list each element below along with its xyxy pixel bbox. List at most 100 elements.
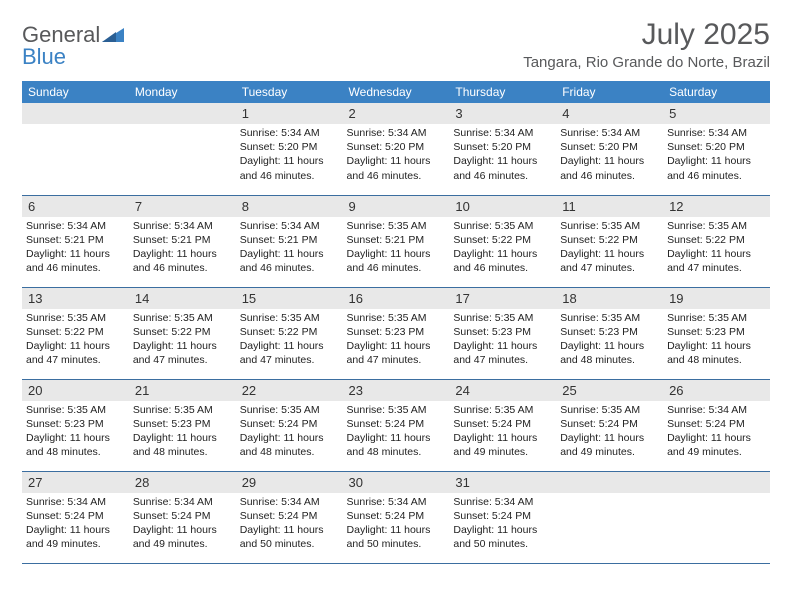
day-detail-line: Sunset: 5:20 PM (240, 140, 339, 154)
day-number: 31 (449, 472, 556, 493)
day-details: Sunrise: 5:34 AMSunset: 5:20 PMDaylight:… (236, 124, 343, 187)
day-number: 5 (663, 103, 770, 124)
day-detail-line: Daylight: 11 hours and 49 minutes. (26, 523, 125, 551)
day-number: 2 (343, 103, 450, 124)
day-detail-line: Sunrise: 5:35 AM (347, 219, 446, 233)
day-details: Sunrise: 5:35 AMSunset: 5:23 PMDaylight:… (129, 401, 236, 464)
day-details: Sunrise: 5:35 AMSunset: 5:22 PMDaylight:… (22, 309, 129, 372)
header: General Blue July 2025 Tangara, Rio Gran… (22, 18, 770, 77)
calendar-day-cell: 23Sunrise: 5:35 AMSunset: 5:24 PMDayligh… (343, 379, 450, 471)
day-number: 8 (236, 196, 343, 217)
calendar-day-cell: 25Sunrise: 5:35 AMSunset: 5:24 PMDayligh… (556, 379, 663, 471)
calendar-body: 1Sunrise: 5:34 AMSunset: 5:20 PMDaylight… (22, 103, 770, 563)
day-number: 23 (343, 380, 450, 401)
day-number: 10 (449, 196, 556, 217)
day-detail-line: Sunset: 5:23 PM (26, 417, 125, 431)
day-number: 25 (556, 380, 663, 401)
day-details: Sunrise: 5:35 AMSunset: 5:24 PMDaylight:… (556, 401, 663, 464)
day-number: 21 (129, 380, 236, 401)
calendar-day-cell: 24 Sunrise: 5:35 AMSunset: 5:24 PMDayligh… (449, 379, 556, 471)
day-number: 3 (449, 103, 556, 124)
calendar-day-cell: 29Sunrise: 5:34 AMSunset: 5:24 PMDayligh… (236, 471, 343, 563)
day-details: Sunrise: 5:35 AMSunset: 5:22 PMDaylight:… (129, 309, 236, 372)
day-number: 11 (556, 196, 663, 217)
day-detail-line: Sunset: 5:23 PM (667, 325, 766, 339)
calendar-day-cell: 2Sunrise: 5:34 AMSunset: 5:20 PMDaylight… (343, 103, 450, 195)
day-details (129, 124, 236, 130)
day-detail-line: Daylight: 11 hours and 48 minutes. (240, 431, 339, 459)
day-detail-line: Sunrise: 5:34 AM (667, 403, 766, 417)
day-detail-line: Daylight: 11 hours and 48 minutes. (26, 431, 125, 459)
day-details: Sunrise: 5:35 AMSunset: 5:23 PMDaylight:… (663, 309, 770, 372)
day-detail-line: Daylight: 11 hours and 46 minutes. (453, 154, 552, 182)
calendar-week-row: 1Sunrise: 5:34 AMSunset: 5:20 PMDaylight… (22, 103, 770, 195)
day-detail-line: Sunset: 5:24 PM (453, 417, 552, 431)
day-details (663, 493, 770, 499)
day-number: 18 (556, 288, 663, 309)
calendar-day-cell: 6Sunrise: 5:34 AMSunset: 5:21 PMDaylight… (22, 195, 129, 287)
day-detail-line: Sunrise: 5:35 AM (133, 403, 232, 417)
day-detail-line: Sunset: 5:20 PM (453, 140, 552, 154)
day-details (22, 124, 129, 130)
calendar-day-cell: 1Sunrise: 5:34 AMSunset: 5:20 PMDaylight… (236, 103, 343, 195)
day-detail-line: Sunrise: 5:35 AM (240, 311, 339, 325)
day-detail-line: Daylight: 11 hours and 46 minutes. (26, 247, 125, 275)
weekday-header: Monday (129, 81, 236, 103)
day-number: 16 (343, 288, 450, 309)
calendar-day-cell: 13Sunrise: 5:35 AMSunset: 5:22 PMDayligh… (22, 287, 129, 379)
calendar-empty-cell (663, 471, 770, 563)
day-details: Sunrise: 5:35 AMSunset: 5:23 PMDaylight:… (449, 309, 556, 372)
day-detail-line: Sunrise: 5:35 AM (26, 311, 125, 325)
day-number: 4 (556, 103, 663, 124)
day-detail-line: Sunset: 5:22 PM (453, 233, 552, 247)
day-detail-line: Sunrise: 5:35 AM (240, 403, 339, 417)
day-number: 14 (129, 288, 236, 309)
calendar-empty-cell (129, 103, 236, 195)
day-detail-line: Sunset: 5:22 PM (26, 325, 125, 339)
calendar-day-cell: 20Sunrise: 5:35 AMSunset: 5:23 PMDayligh… (22, 379, 129, 471)
calendar-day-cell: 10Sunrise: 5:35 AMSunset: 5:22 PMDayligh… (449, 195, 556, 287)
location: Tangara, Rio Grande do Norte, Brazil (523, 54, 770, 71)
day-number: 24 (449, 380, 556, 401)
calendar-day-cell: 27Sunrise: 5:34 AMSunset: 5:24 PMDayligh… (22, 471, 129, 563)
day-details: Sunrise: 5:34 AMSunset: 5:21 PMDaylight:… (236, 217, 343, 280)
day-detail-line: Sunset: 5:23 PM (133, 417, 232, 431)
day-details: Sunrise: 5:35 AMSunset: 5:22 PMDaylight:… (556, 217, 663, 280)
day-detail-line: Sunset: 5:22 PM (133, 325, 232, 339)
day-details: Sunrise: 5:35 AMSunset: 5:23 PMDaylight:… (556, 309, 663, 372)
logo-text: General Blue (22, 24, 124, 68)
day-detail-line: Sunrise: 5:34 AM (133, 495, 232, 509)
day-detail-line: Daylight: 11 hours and 50 minutes. (347, 523, 446, 551)
weekday-row: SundayMondayTuesdayWednesdayThursdayFrid… (22, 81, 770, 103)
weekday-header: Tuesday (236, 81, 343, 103)
day-detail-line: Sunrise: 5:34 AM (667, 126, 766, 140)
day-number: 12 (663, 196, 770, 217)
day-number: 22 (236, 380, 343, 401)
day-number (129, 103, 236, 124)
calendar-day-cell: 18Sunrise: 5:35 AMSunset: 5:23 PMDayligh… (556, 287, 663, 379)
day-number: 30 (343, 472, 450, 493)
day-number: 17 (449, 288, 556, 309)
day-detail-line: Daylight: 11 hours and 46 minutes. (560, 154, 659, 182)
day-detail-line: Daylight: 11 hours and 46 minutes. (240, 154, 339, 182)
day-detail-line: Sunrise: 5:35 AM (453, 403, 552, 417)
calendar-day-cell: 15Sunrise: 5:35 AMSunset: 5:22 PMDayligh… (236, 287, 343, 379)
day-detail-line: Sunrise: 5:34 AM (240, 126, 339, 140)
day-detail-line: Sunrise: 5:34 AM (560, 126, 659, 140)
weekday-header: Sunday (22, 81, 129, 103)
day-number: 9 (343, 196, 450, 217)
day-detail-line: Daylight: 11 hours and 46 minutes. (667, 154, 766, 182)
calendar-day-cell: 31Sunrise: 5:34 AMSunset: 5:24 PMDayligh… (449, 471, 556, 563)
day-detail-line: Daylight: 11 hours and 50 minutes. (453, 523, 552, 551)
calendar-day-cell: 22Sunrise: 5:35 AMSunset: 5:24 PMDayligh… (236, 379, 343, 471)
calendar-week-row: 6Sunrise: 5:34 AMSunset: 5:21 PMDaylight… (22, 195, 770, 287)
day-detail-line: Sunset: 5:23 PM (347, 325, 446, 339)
day-detail-line: Sunrise: 5:34 AM (347, 126, 446, 140)
calendar-week-row: 27Sunrise: 5:34 AMSunset: 5:24 PMDayligh… (22, 471, 770, 563)
day-detail-line: Sunset: 5:20 PM (560, 140, 659, 154)
day-details (556, 493, 663, 499)
calendar-day-cell: 30Sunrise: 5:34 AMSunset: 5:24 PMDayligh… (343, 471, 450, 563)
day-number: 19 (663, 288, 770, 309)
weekday-header: Thursday (449, 81, 556, 103)
day-detail-line: Daylight: 11 hours and 49 minutes. (453, 431, 552, 459)
